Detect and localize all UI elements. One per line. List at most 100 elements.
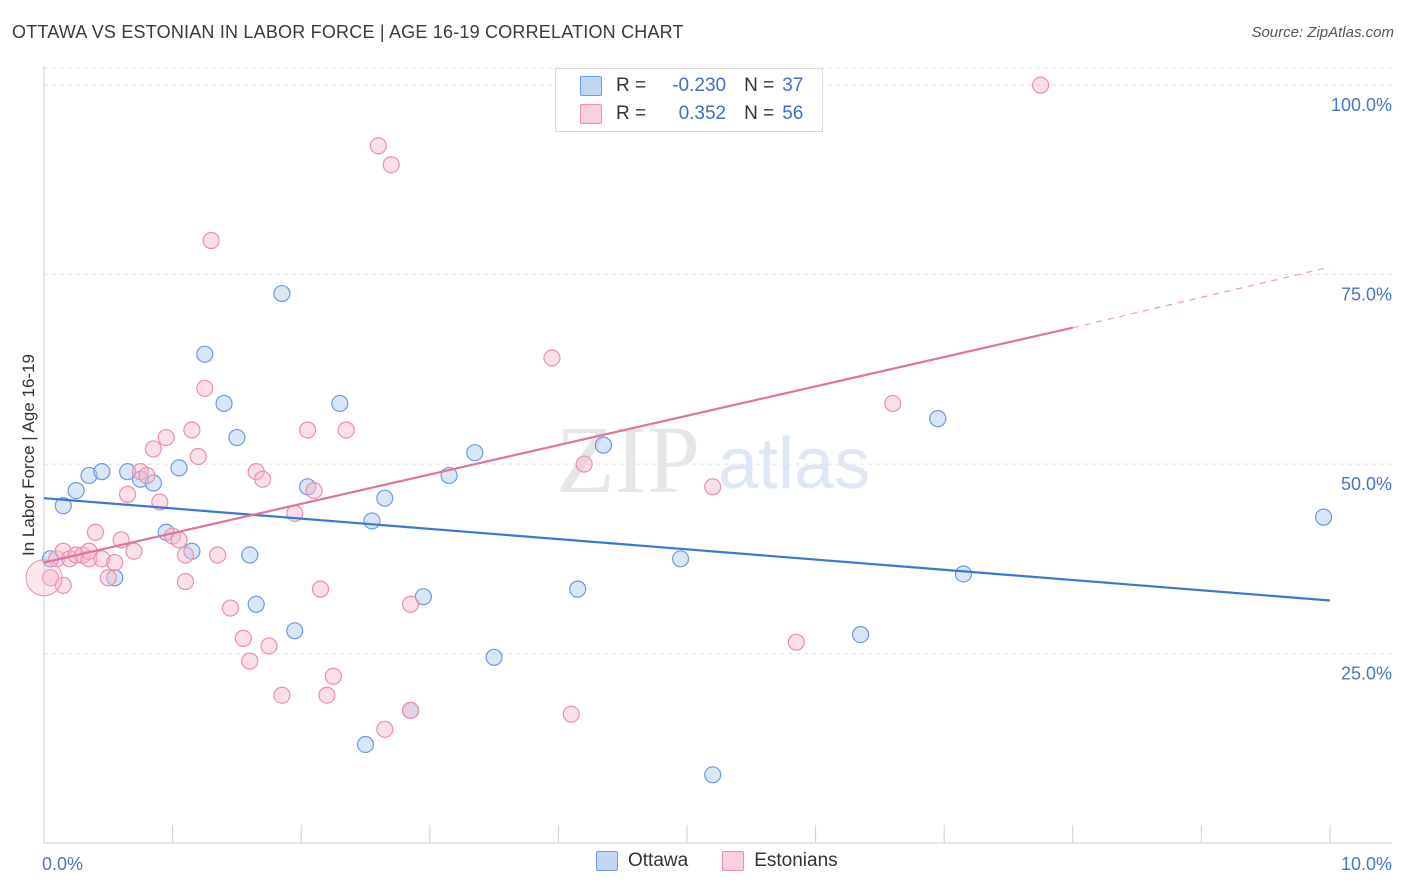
estonians-point [337,421,355,439]
estonians-point [401,595,420,613]
ottawa-point [215,394,233,413]
ottawa-point [1314,508,1333,526]
legend-r-label: R = [616,103,647,124]
ottawa-point [466,444,484,462]
ottawa-point [954,565,973,583]
legend-n-label: N = [744,103,775,124]
estonians-point [176,572,195,591]
bottom-legend-swatch-blue [596,851,618,871]
watermark-atlas: atlas [718,424,870,504]
estonians-point [382,156,400,174]
ottawa-point [929,410,947,428]
ottawa-point [273,284,291,303]
ottawa-point [485,648,503,666]
x-tick-label-right: 10.0% [1341,854,1392,874]
legend-r-value: 0.352 [678,103,727,124]
legend-row-ottawa: R = -0.230 N = 37 [580,73,803,99]
y-axis-label: In Labor Force | Age 16-19 [19,354,38,556]
estonians-point [1032,76,1050,94]
legend-box: R = -0.230 N = 37 R = 0.352 N = 56 [555,68,823,132]
ottawa-point [356,735,375,754]
estonians-point [260,637,278,655]
estonians-point [562,705,580,723]
axis-layer: 25.0% 50.0% 75.0% 100.0% [43,66,1392,844]
estonians-point-cluster [25,559,63,597]
trend-layer [43,266,1331,602]
ottawa-point [671,550,690,568]
estonians-point [138,466,156,485]
estonians-trend-line [43,326,1074,564]
estonians-point [575,455,593,473]
ottawa-point [594,436,613,454]
estonians-point [202,231,220,250]
estonians-trend-extension [1072,266,1331,329]
y-tick-label: 75.0% [1341,285,1392,305]
estonians-point [106,553,124,572]
estonians-point [318,686,336,704]
estonians-point [196,379,214,397]
estonians-point [299,421,317,439]
estonians-point [254,470,272,488]
ottawa-point [80,466,98,485]
ottawa-point [376,489,394,507]
ottawa-point [852,625,870,644]
points-layer [25,76,1333,784]
bottom-legend-estonians[interactable]: Estonians [722,850,838,872]
bottom-legend-ottawa[interactable]: Ottawa [596,850,688,872]
chart-source: Source: ZipAtlas.com [1251,24,1394,41]
estonians-point [54,576,72,594]
bottom-legend-swatch-pink [722,851,745,871]
bottom-legend-label-ottawa: Ottawa [628,850,689,871]
ottawa-point [247,595,265,613]
estonians-point [118,485,137,503]
y-tick-label: 25.0% [1341,664,1392,684]
ottawa-point [241,546,259,564]
y-tick-label: 50.0% [1341,474,1392,494]
legend-n-value: 37 [782,75,804,96]
bottom-legend: Ottawa Estonians [596,850,872,872]
estonians-point [241,652,259,670]
ottawa-point [569,580,587,598]
grid-layer [44,67,1392,655]
estonians-point [376,720,394,738]
estonians-point [86,523,105,541]
watermark: ZIP atlas [556,406,870,513]
estonians-point [144,440,162,458]
ottawa-point [106,569,124,587]
chart-title: OTTAWA VS ESTONIAN IN LABOR FORCE | AGE … [12,22,684,42]
ottawa-point [228,428,246,447]
legend-n-label: N = [744,75,775,96]
estonians-point [704,478,722,496]
ottawa-point [170,459,188,477]
estonians-point [183,421,201,439]
estonians-point [125,542,143,560]
watermark-zip: ZIP [556,406,700,513]
legend-swatch-blue [580,76,602,96]
estonians-point [369,137,387,155]
estonians-point [189,447,207,466]
bottom-legend-label-estonians: Estonians [754,850,838,871]
legend-r-label: R = [616,75,647,96]
ottawa-point [54,497,72,515]
estonians-point [787,633,805,651]
ottawa-point [196,345,214,363]
estonians-point [221,599,240,617]
legend-swatch-pink [580,104,602,124]
ottawa-point [118,463,137,481]
estonians-point [543,349,561,367]
legend-row-estonians: R = 0.352 N = 56 [580,101,803,127]
estonians-point [170,531,188,549]
estonians-point [99,569,117,587]
estonians-point [273,686,291,704]
ottawa-point [331,394,349,413]
estonians-point [234,629,252,647]
y-tick-label: 100.0% [1331,95,1392,115]
ottawa-point [67,482,85,500]
legend-r-value: -0.230 [672,75,727,96]
ottawa-point [363,512,381,530]
ottawa-point [414,588,432,606]
x-tick-label-left: 0.0% [42,854,83,874]
legend-n-value: 56 [782,103,804,124]
estonians-point [311,580,330,598]
